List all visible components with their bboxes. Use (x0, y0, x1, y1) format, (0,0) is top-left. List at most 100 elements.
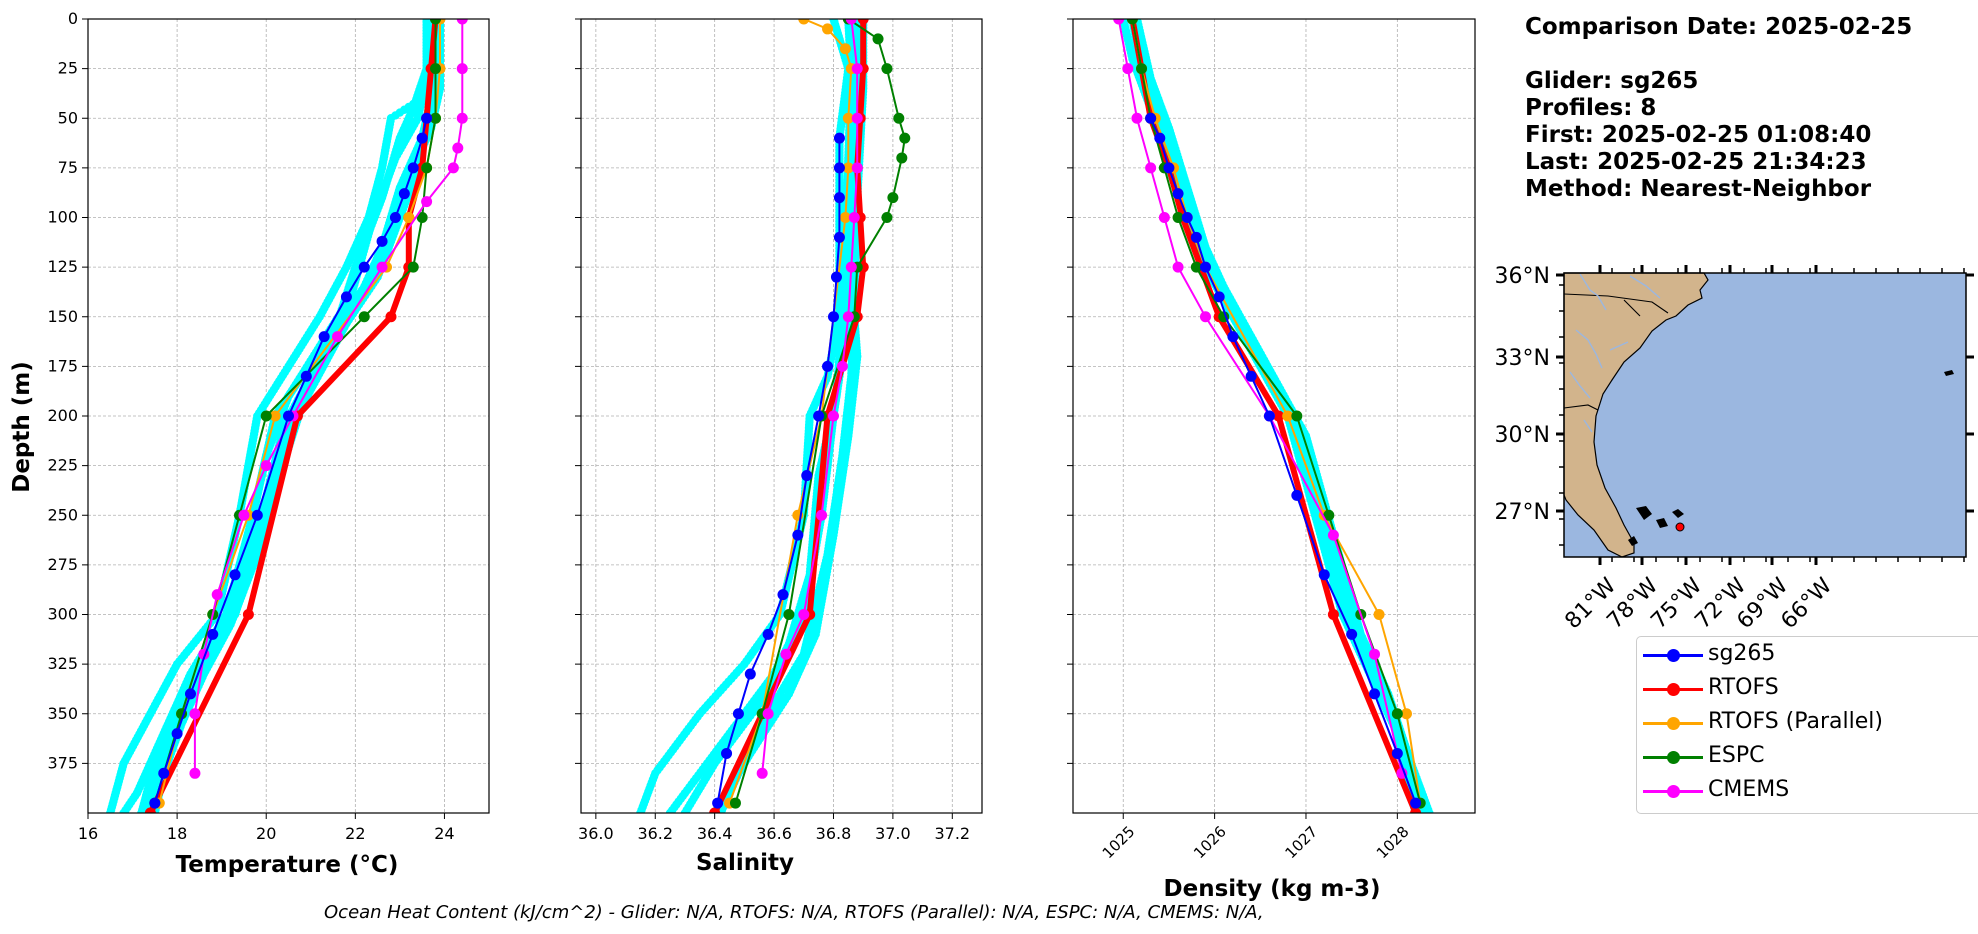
series-point (430, 112, 442, 124)
series-point (1131, 112, 1143, 124)
series-point (189, 708, 201, 720)
series-cmems (756, 19, 863, 779)
series-point (260, 460, 272, 472)
series-point (358, 261, 370, 273)
series-point (732, 708, 744, 720)
series-sg265 (149, 112, 433, 809)
info-spacer (1525, 41, 1912, 68)
y-tick-label: 0 (68, 9, 78, 28)
series-point (229, 569, 241, 581)
series-espc (149, 19, 442, 809)
series-point (780, 648, 792, 660)
x-tick-label: 24 (434, 824, 454, 843)
series-point (1190, 261, 1202, 273)
x-tick-label: 1026 (1190, 823, 1230, 863)
series-point (744, 668, 756, 680)
series-point (376, 261, 388, 273)
legend-item-rtofs-parallel: RTOFS (Parallel) (1637, 708, 1978, 738)
glider-name: Glider: sg265 (1525, 68, 1699, 94)
series-point (407, 162, 419, 174)
legend-label: RTOFS (Parallel) (1708, 709, 1883, 734)
series-point (712, 797, 724, 809)
series-point (777, 589, 789, 601)
series-espc (729, 19, 911, 809)
series-point (389, 212, 401, 223)
axes-frame (580, 18, 983, 814)
series-point (211, 589, 223, 601)
series-point (1181, 212, 1193, 223)
x-tick-label: 1028 (1373, 823, 1413, 863)
series-point (1145, 162, 1157, 174)
series-point (251, 509, 263, 521)
legend-marker (1667, 649, 1680, 662)
series-point (1273, 410, 1285, 422)
series-point (792, 529, 804, 541)
legend-label: sg265 (1708, 641, 1776, 666)
series-sg265 (1145, 112, 1422, 809)
series-line (716, 138, 841, 804)
series-point (456, 19, 468, 25)
series-point (896, 152, 908, 164)
series-point (839, 212, 851, 223)
series-point (801, 470, 813, 482)
series-point (842, 162, 854, 174)
series-point (798, 609, 810, 620)
series-point (887, 192, 899, 204)
legend-item-rtofs: RTOFS (1637, 674, 1978, 704)
y-tick-label: 175 (47, 356, 78, 375)
first-profile-time: First: 2025-02-25 01:08:40 (1525, 122, 1872, 148)
series-point (1373, 609, 1385, 620)
series-point (1190, 231, 1202, 243)
series-point (238, 509, 250, 521)
series-point (421, 162, 433, 174)
series-point (845, 19, 857, 25)
series-point (1199, 311, 1211, 323)
axes-frame (87, 18, 490, 814)
x-tick-label: 37.2 (934, 824, 970, 843)
series-point (857, 19, 869, 25)
series-point (1126, 19, 1138, 25)
series-point (1391, 708, 1403, 720)
series-line (734, 19, 906, 804)
plot-area (636, 19, 911, 813)
temperature-panel: 16 18 20 22 24 0 25 50 75 100 125 150 175 200 225 250 27… (47, 9, 490, 843)
series-point (416, 132, 428, 144)
x-tick-label: 20 (256, 824, 276, 843)
series-point (833, 231, 845, 243)
series-point (851, 112, 863, 124)
legend-item-sg265: sg265 (1637, 640, 1978, 670)
series-point (171, 728, 183, 740)
x-tick-label: 1025 (1099, 823, 1139, 863)
series-point (1145, 112, 1157, 124)
series-point (830, 271, 842, 283)
series-line (761, 19, 859, 774)
series-point (1410, 797, 1422, 809)
series-point (813, 410, 825, 422)
series-point (430, 63, 442, 75)
series-point (1163, 162, 1175, 174)
series-point (1291, 489, 1303, 501)
series-point (816, 509, 828, 521)
series-point (893, 112, 905, 124)
x-tick-label: 36.2 (637, 824, 673, 843)
series-point (398, 188, 410, 200)
series-point (158, 767, 170, 779)
series-point (242, 609, 254, 620)
series-point (416, 212, 428, 223)
map-borders (1563, 293, 1669, 411)
comparison-info: Comparison Date: 2025-02-25 Glider: sg26… (1525, 14, 1912, 203)
y-tick-label: 350 (47, 704, 78, 723)
series-point (1213, 291, 1225, 303)
lat-label: 36°N (1495, 264, 1550, 289)
x-tick-label: 36.4 (697, 824, 733, 843)
series-point (385, 311, 397, 323)
x-tick-label: 22 (345, 824, 365, 843)
profile-count: Profiles: 8 (1525, 95, 1657, 121)
last-profile-time: Last: 2025-02-25 21:34:23 (1525, 149, 1867, 175)
lon-label: 66°W (1776, 573, 1837, 634)
series-point (881, 212, 893, 223)
series-point (421, 112, 433, 124)
series-point (300, 370, 312, 382)
y-tick-label: 375 (47, 753, 78, 772)
y-tick-label: 300 (47, 605, 78, 624)
